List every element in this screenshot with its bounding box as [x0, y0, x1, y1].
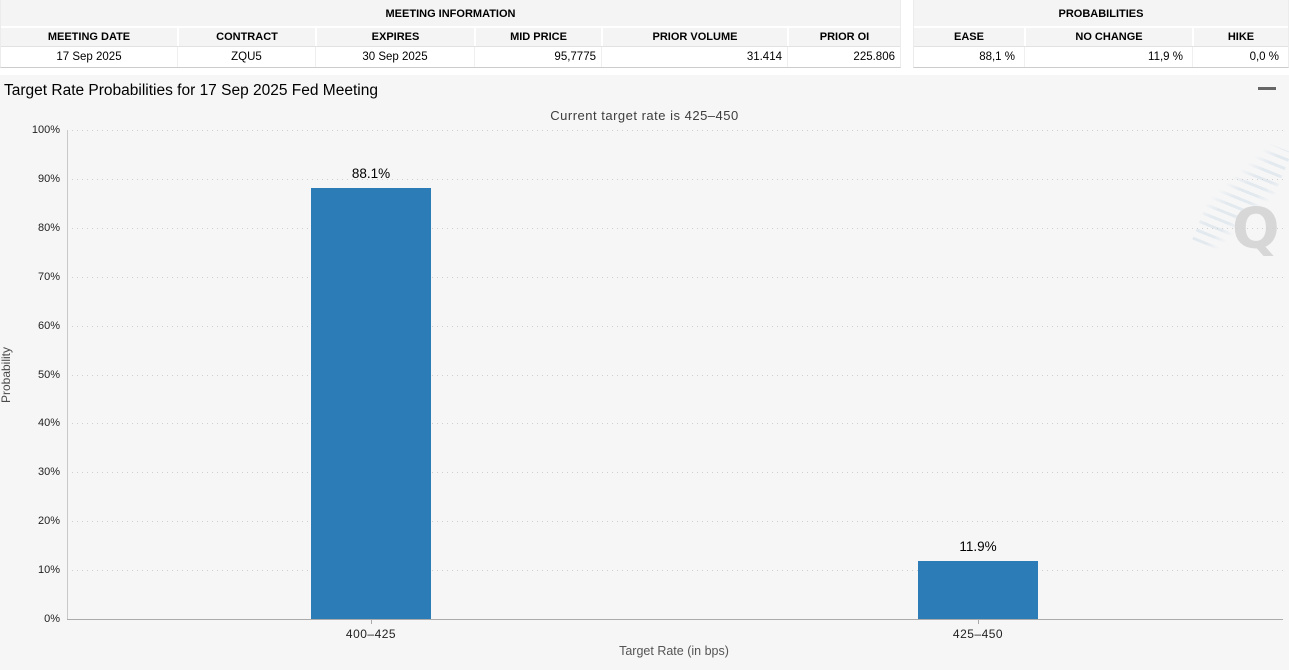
column-header-contract: CONTRACT — [177, 28, 315, 46]
meeting-information-title: MEETING INFORMATION — [1, 0, 900, 28]
y-gridline — [67, 228, 1283, 229]
y-tick-label: 20% — [37, 515, 60, 527]
probability-bar[interactable] — [918, 561, 1038, 619]
y-tick-label: 70% — [37, 271, 60, 283]
x-category-label: 425–450 — [952, 627, 1004, 641]
x-axis-title: Target Rate (in bps) — [619, 644, 729, 658]
cell-no-change-probability: 11,9 % — [1024, 47, 1192, 67]
column-header-mid-price: MID PRICE — [474, 28, 601, 46]
x-axis-line — [67, 619, 1283, 620]
y-axis-line — [67, 130, 68, 620]
cell-ease-probability: 88,1 % — [979, 51, 1015, 63]
y-tick-label: 40% — [37, 417, 60, 429]
x-axis-tick — [978, 619, 979, 624]
column-header-hike: HIKE — [1192, 28, 1288, 46]
y-tick-label: 10% — [37, 564, 60, 576]
target-rate-probability-chart: Target Rate Probabilities for 17 Sep 202… — [0, 75, 1289, 670]
chart-context-menu-button[interactable] — [1257, 86, 1277, 102]
cell-hike-probability: 0,0 % — [1192, 47, 1288, 67]
cell-meeting-date: 17 Sep 2025 — [56, 51, 122, 63]
y-tick-label: 60% — [37, 320, 60, 332]
cell-prior-oi: 225.806 — [787, 47, 900, 67]
bar-value-label: 88.1% — [351, 166, 391, 181]
y-tick-label: 30% — [37, 466, 60, 478]
y-gridline — [67, 277, 1283, 278]
y-gridline — [67, 375, 1283, 376]
chart-title: Target Rate Probabilities for 17 Sep 202… — [4, 82, 378, 99]
probabilities-header-row: EASE NO CHANGE HIKE — [914, 28, 1288, 47]
y-gridline — [67, 472, 1283, 473]
x-axis-tick — [371, 619, 372, 624]
y-tick-label: 0% — [44, 613, 60, 625]
column-header-ease: EASE — [954, 31, 984, 43]
y-gridline — [67, 521, 1283, 522]
x-category-label: 400–425 — [345, 627, 397, 641]
y-gridline — [67, 326, 1283, 327]
column-header-prior-oi: PRIOR OI — [787, 28, 900, 46]
y-gridline — [67, 130, 1283, 131]
column-header-expires: EXPIRES — [315, 28, 474, 46]
watermark-q-letter: Q — [1232, 197, 1280, 262]
column-header-prior-volume: PRIOR VOLUME — [601, 28, 787, 46]
bar-value-label: 11.9% — [959, 539, 997, 554]
column-header-no-change: NO CHANGE — [1024, 28, 1192, 46]
cell-contract: ZQU5 — [177, 47, 315, 67]
probabilities-data-row: 88,1 % 11,9 % 0,0 % — [914, 47, 1288, 67]
meeting-information-data-row: 17 Sep 2025 ZQU5 30 Sep 2025 95,7775 31.… — [1, 47, 900, 67]
meeting-information-header-row: MEETING DATE CONTRACT EXPIRES MID PRICE … — [1, 28, 900, 47]
y-tick-label: 100% — [31, 124, 60, 136]
meeting-information-table: MEETING INFORMATION MEETING DATE CONTRAC… — [0, 0, 901, 68]
probabilities-title: PROBABILITIES — [914, 0, 1288, 28]
watermark-speedlines — [1192, 130, 1289, 262]
chart-subtitle: Current target rate is 425–450 — [550, 108, 739, 123]
probability-bar[interactable] — [311, 188, 431, 619]
column-header-meeting-date: MEETING DATE — [47, 31, 131, 43]
y-gridline — [67, 570, 1283, 571]
y-tick-label: 80% — [37, 222, 60, 234]
cell-mid-price: 95,7775 — [474, 47, 601, 67]
quikstrike-watermark: Q — [1192, 130, 1289, 262]
y-gridline — [67, 423, 1283, 424]
y-gridline — [67, 179, 1283, 180]
cell-prior-volume: 31.414 — [601, 47, 787, 67]
probabilities-table: PROBABILITIES EASE NO CHANGE HIKE 88,1 %… — [913, 0, 1289, 68]
cell-expires: 30 Sep 2025 — [315, 47, 474, 67]
y-tick-label: 90% — [37, 173, 60, 185]
y-tick-label: 50% — [37, 369, 60, 381]
